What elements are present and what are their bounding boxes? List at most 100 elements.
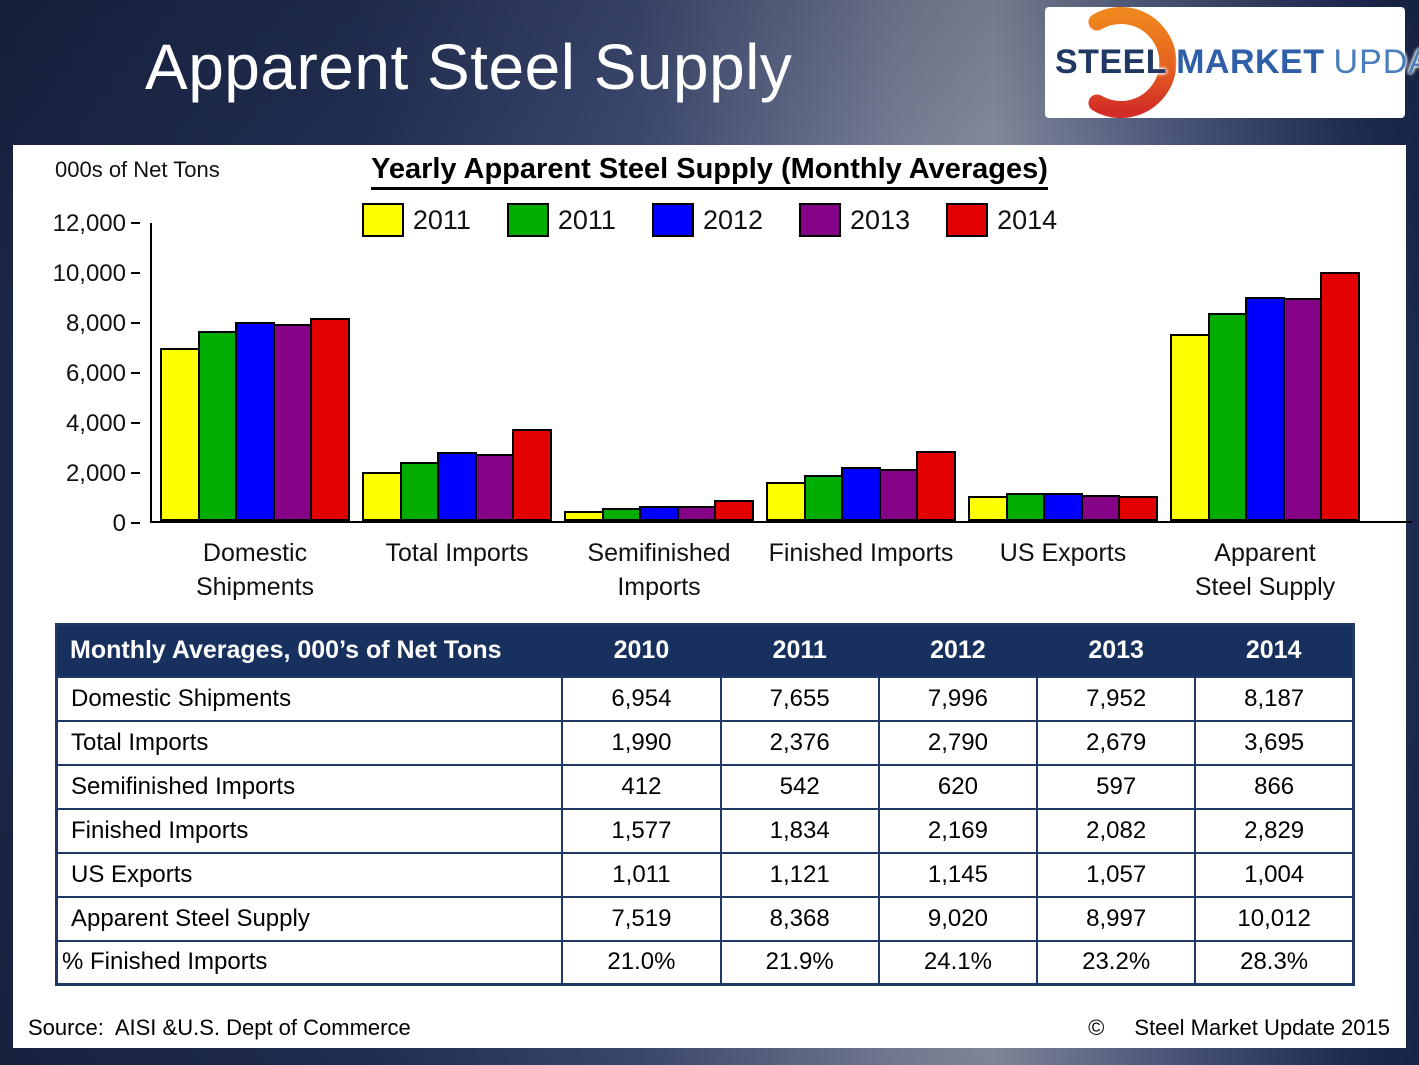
bar-2012 xyxy=(639,505,679,521)
row-label: Semifinished Imports xyxy=(55,763,564,810)
copyright: © Steel Market Update 2015 xyxy=(1088,1015,1390,1041)
value-cell: 1,057 xyxy=(1036,851,1197,898)
copyright-symbol: © xyxy=(1088,1015,1105,1040)
y-tick-label: 0 xyxy=(112,510,126,537)
value-cell: 1,990 xyxy=(561,719,722,766)
legend-label: 2014 xyxy=(997,204,1058,235)
value-cell: 21.0% xyxy=(561,939,722,986)
bar-2010 xyxy=(362,471,402,521)
y-tick-mark xyxy=(131,271,140,274)
value-cell: 23.2% xyxy=(1036,939,1197,986)
bar-2011 xyxy=(601,507,642,521)
y-axis-units-label: 000s of Net Tons xyxy=(55,157,220,182)
y-tick-label: 6,000 xyxy=(65,360,126,387)
value-cell: 2,829 xyxy=(1194,807,1355,854)
legend-swatch-icon xyxy=(946,203,989,237)
table-row: Apparent Steel Supply 7,519 8,368 9,020 8,99… xyxy=(55,895,1355,942)
bar-2013 xyxy=(474,454,515,521)
value-cell: 10,012 xyxy=(1194,895,1355,942)
y-tick-label: 2,000 xyxy=(65,460,126,487)
bar-2014 xyxy=(1118,496,1158,521)
table-row: Semifinished Imports 412 542 620 597 866 xyxy=(55,763,1355,810)
value-cell: 1,004 xyxy=(1194,851,1355,898)
legend-item: 2011 xyxy=(506,203,616,237)
y-axis: 12,000 10,000 8,000 6,000 4,000 2,000 0 xyxy=(20,210,140,537)
bar-2012 xyxy=(437,451,477,521)
row-label: Total Imports xyxy=(55,719,564,766)
value-cell: 1,145 xyxy=(877,851,1039,898)
value-cell: 1,834 xyxy=(719,807,880,854)
bar-2011 xyxy=(197,330,238,521)
x-axis-labels: Domestic Shipments Total Imports Semifinis… xyxy=(152,537,1414,605)
logo-crescent-icon xyxy=(1088,7,1177,118)
plot-wrap: 12,000 10,000 8,000 6,000 4,000 2,000 0 xyxy=(53,210,1412,537)
row-label: Apparent Steel Supply xyxy=(55,895,564,942)
bar-2012 xyxy=(841,467,881,521)
bar-2011 xyxy=(803,475,844,521)
table-header-year: 2013 xyxy=(1037,624,1196,677)
value-cell: 1,577 xyxy=(561,807,722,854)
value-cell: 28.3% xyxy=(1194,939,1355,986)
value-cell: 8,187 xyxy=(1194,675,1355,722)
x-axis-label: Domestic Shipments xyxy=(195,539,315,601)
y-tick-label: 10,000 xyxy=(52,259,126,287)
table-row: % Finished Imports 21.0% 21.9% 24.1% 23.2% 28… xyxy=(55,939,1355,986)
y-tick-mark xyxy=(131,222,140,224)
value-cell: 2,679 xyxy=(1036,719,1197,766)
value-cell: 8,997 xyxy=(1036,895,1197,942)
value-cell: 7,519 xyxy=(561,895,722,942)
bar-2010 xyxy=(564,510,604,521)
x-axis-label: Total Imports xyxy=(385,539,529,567)
table-header-year: 2010 xyxy=(562,624,721,677)
value-cell: 620 xyxy=(877,763,1039,810)
table-row: Total Imports 1,990 2,376 2,790 2,679 3,695 xyxy=(55,719,1355,766)
bar-2010 xyxy=(160,348,200,521)
table-row: US Exports 1,011 1,121 1,145 1,057 1,004 xyxy=(55,851,1355,898)
bar-2011 xyxy=(1207,313,1248,521)
legend-label: 2011 xyxy=(412,204,471,235)
y-tick-mark xyxy=(131,472,140,474)
table-body: Domestic Shipments 6,954 7,655 7,996 7,952 8,… xyxy=(55,675,1355,986)
bar-2014 xyxy=(714,499,754,521)
value-cell: 7,952 xyxy=(1036,675,1197,722)
legend-label: 2012 xyxy=(702,204,764,235)
bar-2014 xyxy=(916,450,956,521)
y-tick-label: 4,000 xyxy=(65,409,126,437)
bar-2010 xyxy=(1170,334,1210,521)
value-cell: 412 xyxy=(561,763,722,810)
chart-title-row: Yearly Apparent Steel Supply (Monthly Av… xyxy=(13,153,1406,190)
legend-swatch-icon xyxy=(361,203,404,237)
bar-2014 xyxy=(1320,272,1360,521)
y-tick-mark xyxy=(131,421,140,424)
legend-swatch-icon xyxy=(799,203,842,237)
value-cell: 597 xyxy=(1036,763,1197,810)
row-label: Domestic Shipments xyxy=(55,675,564,722)
legend-item: 2013 xyxy=(799,203,910,237)
value-cell: 2,376 xyxy=(719,719,880,766)
x-axis-label: Apparent Steel Supply xyxy=(1194,539,1336,601)
legend-label: 2013 xyxy=(850,204,911,235)
chart-title: Yearly Apparent Steel Supply (Monthly Av… xyxy=(371,153,1048,190)
row-label: % Finished Imports xyxy=(55,939,564,986)
bar-2013 xyxy=(676,506,717,521)
value-cell: 24.1% xyxy=(877,939,1039,986)
bar-2010 xyxy=(968,495,1008,521)
bar-2011 xyxy=(1005,493,1046,521)
table-header-year: 2012 xyxy=(878,624,1038,677)
value-cell: 6,954 xyxy=(561,675,722,722)
bar-2012 xyxy=(1245,297,1285,521)
value-cell: 1,121 xyxy=(719,851,880,898)
x-axis-label: US Exports xyxy=(999,539,1127,567)
legend-label: 2011 xyxy=(557,204,616,235)
bar-2014 xyxy=(310,317,350,521)
row-label: US Exports xyxy=(55,851,564,898)
legend-item: 2012 xyxy=(651,203,764,237)
bar-group-semifinished-imports xyxy=(564,223,754,521)
table-row: Finished Imports 1,577 1,834 2,169 2,082 2,82… xyxy=(55,807,1355,854)
row-label: Finished Imports xyxy=(55,807,564,854)
content-panel: 000s of Net Tons Yearly Apparent Steel S… xyxy=(13,145,1412,1048)
value-cell: 542 xyxy=(719,763,880,810)
steel-market-update-logo: STEEL MARKET UPDATE xyxy=(1045,7,1419,118)
legend-swatch-icon xyxy=(651,203,694,237)
bar-group-total-imports xyxy=(362,223,552,521)
